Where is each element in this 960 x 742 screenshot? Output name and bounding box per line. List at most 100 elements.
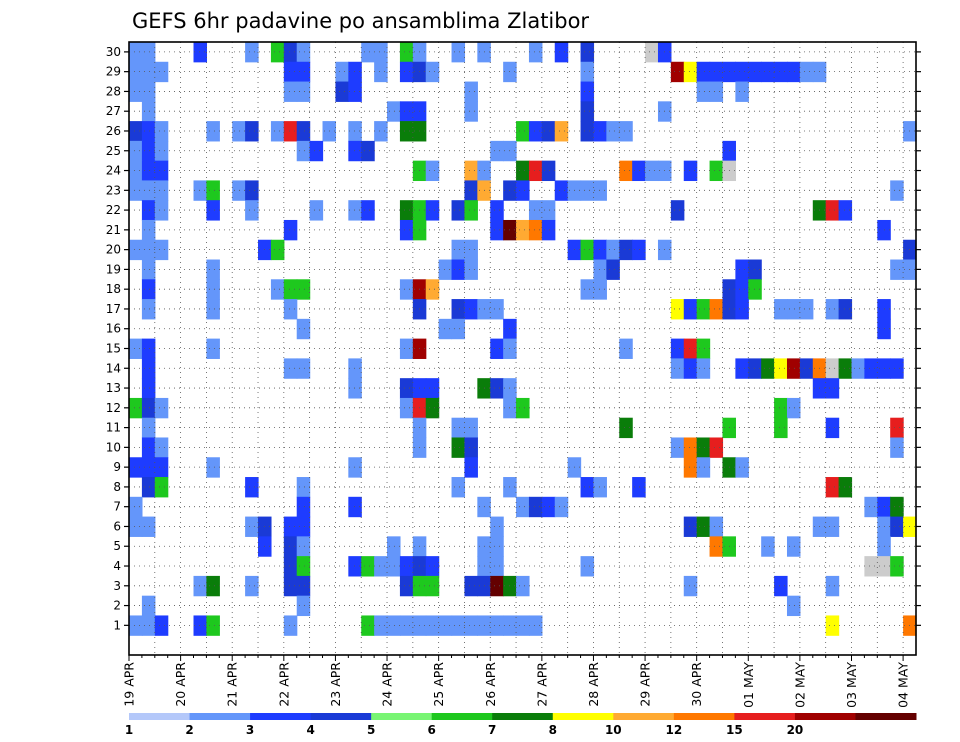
x-tick-label: 01 MAY	[741, 662, 756, 708]
legend-label: 2	[185, 723, 193, 737]
heatmap-cell	[528, 200, 543, 221]
heatmap-cell	[141, 299, 156, 320]
y-tick-label: 19	[106, 262, 121, 276]
heatmap-cell	[154, 200, 169, 221]
y-tick-label: 30	[106, 45, 121, 59]
heatmap-cell	[670, 200, 685, 221]
heatmap-cell	[361, 42, 375, 63]
heatmap-cell	[129, 81, 143, 102]
heatmap-cell	[232, 180, 246, 201]
heatmap-cell	[245, 477, 259, 498]
grid-lines	[128, 42, 916, 655]
heatmap-cell	[129, 160, 143, 182]
heatmap-cell	[387, 101, 401, 122]
heatmap-cell	[464, 81, 478, 102]
heatmap-cell	[451, 417, 466, 439]
heatmap-cell	[516, 180, 530, 201]
heatmap-cell	[580, 279, 595, 300]
heatmap-cell	[129, 121, 143, 142]
heatmap-cell	[141, 160, 156, 182]
heatmap-cell	[825, 378, 840, 399]
heatmap-cell	[490, 516, 504, 537]
heatmap-cell	[348, 457, 362, 478]
heatmap-cell	[774, 575, 788, 597]
heatmap-cell	[387, 556, 401, 577]
y-tick-label: 9	[113, 460, 121, 474]
y-tick-label: 25	[106, 144, 121, 158]
legend-label: 15	[726, 723, 743, 737]
heatmap-cell	[528, 615, 543, 636]
heatmap-cell	[206, 338, 220, 359]
heatmap-cell	[554, 180, 569, 201]
heatmap-cell	[154, 180, 169, 201]
heatmap-cell	[619, 160, 633, 182]
heatmap-cell	[129, 239, 143, 261]
heatmap-cell	[193, 615, 208, 636]
heatmap-cell	[141, 180, 156, 201]
heatmap-cell	[541, 200, 556, 221]
heatmap-cell	[619, 239, 633, 261]
y-tick-label: 2	[113, 599, 121, 613]
heatmap-cell	[838, 299, 853, 320]
heatmap-cell	[516, 219, 530, 241]
heatmap-cell	[296, 61, 311, 83]
heatmap-cell	[696, 457, 711, 478]
heatmap-cell	[245, 180, 259, 201]
heatmap-cell	[761, 536, 775, 557]
x-axis: 19 APR 20 APR 21 APR 22 APR 23 APR 24 APR 25 A…	[122, 655, 911, 708]
heatmap-cell	[516, 615, 530, 636]
y-tick-label: 28	[106, 84, 121, 98]
heatmap-cell	[890, 417, 904, 439]
heatmap-cell	[825, 615, 840, 636]
heatmap-cell	[438, 615, 453, 636]
heatmap-cell	[283, 42, 298, 63]
heatmap-cell	[890, 358, 904, 379]
heatmap-cell	[309, 140, 324, 162]
heatmap-cell	[206, 299, 220, 320]
heatmap-cell	[528, 160, 543, 182]
y-tick-label: 4	[113, 559, 121, 573]
heatmap-cell	[606, 121, 620, 142]
heatmap-cell	[129, 496, 143, 518]
heatmap-cell	[245, 516, 259, 537]
heatmap-cell	[245, 200, 259, 221]
x-tick-label: 20 APR	[173, 662, 188, 707]
heatmap-cell	[193, 42, 208, 63]
heatmap-cell	[296, 516, 311, 537]
heatmap-cell	[490, 219, 504, 241]
heatmap-cell	[374, 61, 388, 83]
heatmap-cell	[141, 516, 156, 537]
heatmap-cell	[799, 358, 814, 379]
heatmap-cell	[464, 180, 478, 201]
heatmap-cell	[696, 358, 711, 379]
heatmap-cell	[890, 180, 904, 201]
heatmap-cell	[296, 140, 311, 162]
heatmap-cell	[490, 299, 504, 320]
heatmap-cell	[825, 575, 840, 597]
y-tick-label: 23	[106, 183, 121, 197]
heatmap-cell	[786, 595, 801, 617]
heatmap-cell	[593, 121, 607, 142]
heatmap-cell	[593, 239, 607, 261]
heatmap-cell	[348, 61, 362, 83]
y-tick-label: 11	[106, 421, 121, 435]
legend-label: 1	[125, 723, 133, 737]
heatmap-cell	[296, 279, 311, 300]
legend-swatch	[613, 713, 675, 720]
y-tick-label: 22	[106, 203, 121, 217]
heatmap-cell	[374, 121, 388, 142]
heatmap-cell	[374, 42, 388, 63]
y-tick-label: 10	[106, 440, 121, 454]
heatmap-cell	[774, 299, 788, 320]
heatmap-cell	[890, 556, 904, 577]
heatmap-cell	[425, 575, 440, 597]
heatmap-cell	[348, 81, 362, 102]
x-tick-label: 26 APR	[483, 662, 498, 707]
legend-label: 3	[246, 723, 254, 737]
heatmap-cell	[490, 200, 504, 221]
y-tick-label: 3	[113, 579, 121, 593]
y-tick-label: 16	[106, 322, 121, 336]
heatmap-cell	[593, 477, 607, 498]
heatmap-cell	[619, 338, 633, 359]
heatmap-cell	[141, 358, 156, 379]
